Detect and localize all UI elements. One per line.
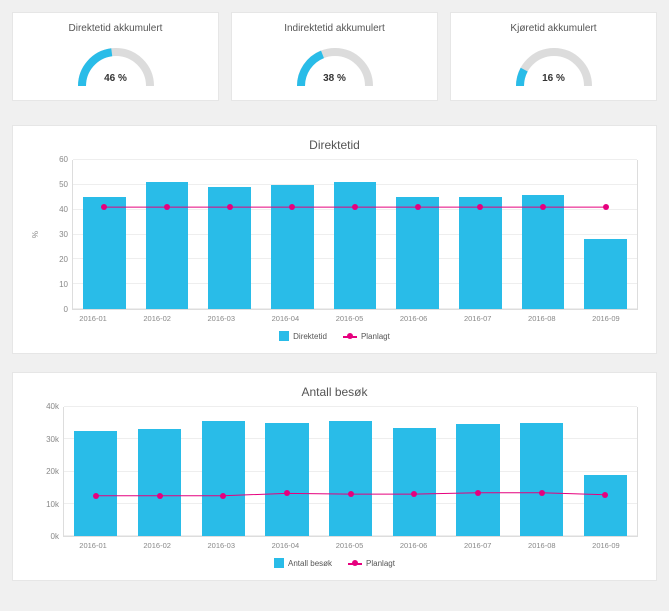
gauge-arc: 46 % [74,44,158,86]
bar [459,197,502,309]
bar-slot [64,407,128,536]
x-tick: 2016-09 [574,541,638,550]
gauge-value-label: 38 % [293,73,377,84]
legend: Direktetid Planlagt [31,331,638,343]
y-axis: 40k30k20k10k0k [33,407,59,537]
chart-title: Antall besøk [31,385,638,399]
x-tick: 2016-04 [253,314,317,323]
x-tick: 2016-01 [61,314,125,323]
bar [334,182,377,309]
gauge-value-label: 16 % [512,73,596,84]
y-axis-label: % [31,231,40,238]
bar [208,187,251,309]
gauge-card-2: Kjøretid akkumulert 16 % [450,12,657,101]
gauge-card-0: Direktetid akkumulert 46 % [12,12,219,101]
bar-slot [261,160,324,309]
legend-item: Planlagt [343,331,390,341]
legend-item: Direktetid [279,331,327,341]
bar [271,185,314,309]
bar-slot [449,160,512,309]
bar [146,182,189,309]
x-axis: 2016-012016-022016-032016-042016-052016-… [61,541,638,550]
bar-slot [198,160,261,309]
bar [265,423,308,536]
bar [522,195,565,309]
chart-title: Direktetid [31,138,638,152]
gauge-arc: 38 % [293,44,377,86]
chart-antall-besok: Antall besøk 40k30k20k10k0k 2016-012016-… [12,372,657,581]
legend-label: Direktetid [293,332,327,341]
legend-swatch-bar-icon [274,558,284,568]
x-tick: 2016-03 [189,314,253,323]
bar [584,475,627,536]
bar [393,428,436,536]
bar-slot [324,160,387,309]
bar-slot [573,407,637,536]
legend-item: Antall besøk [274,558,332,568]
bar-slot [191,407,255,536]
gauge-card-1: Indirektetid akkumulert 38 % [231,12,438,101]
bar [584,239,627,309]
bar-slot [319,407,383,536]
bar [74,431,117,536]
x-tick: 2016-06 [382,541,446,550]
x-tick: 2016-05 [317,541,381,550]
chart-direktetid: Direktetid % 6050403020100 2016-012016-0… [12,125,657,354]
bar-slot [136,160,199,309]
x-tick: 2016-07 [446,541,510,550]
bar [202,421,245,536]
gauge-title: Kjøretid akkumulert [461,23,646,34]
bar [520,423,563,536]
bar [396,197,439,309]
gauge-title: Indirektetid akkumulert [242,23,427,34]
plot-canvas [63,407,638,537]
legend: Antall besøk Planlagt [31,558,638,570]
x-tick: 2016-02 [125,314,189,323]
bar [456,424,499,536]
legend-swatch-line-icon [343,331,357,341]
bar-slot [574,160,637,309]
bar-slot [73,160,136,309]
plot-canvas [72,160,638,310]
bar [329,421,372,536]
bar-slot [512,160,575,309]
bar-slot [255,407,319,536]
x-tick: 2016-08 [510,314,574,323]
gauge-arc: 16 % [512,44,596,86]
bar-slot [386,160,449,309]
plot-area: % 6050403020100 [31,160,638,310]
legend-label: Antall besøk [288,559,332,568]
bar-slot [128,407,192,536]
gauge-title: Direktetid akkumulert [23,23,208,34]
legend-swatch-line-icon [348,558,362,568]
legend-label: Planlagt [361,332,390,341]
legend-item: Planlagt [348,558,395,568]
gauge-value-label: 46 % [74,73,158,84]
bar-slot [510,407,574,536]
bar-slot [446,407,510,536]
x-tick: 2016-02 [125,541,189,550]
x-tick: 2016-05 [317,314,381,323]
x-axis: 2016-012016-022016-032016-042016-052016-… [61,314,638,323]
x-tick: 2016-01 [61,541,125,550]
legend-swatch-bar-icon [279,331,289,341]
x-tick: 2016-03 [189,541,253,550]
legend-label: Planlagt [366,559,395,568]
bar [83,197,126,309]
y-axis: 6050403020100 [42,160,68,310]
x-tick: 2016-06 [382,314,446,323]
bar-slot [382,407,446,536]
plot-area: 40k30k20k10k0k [31,407,638,537]
gauge-row: Direktetid akkumulert 46 % Indirektetid … [12,12,657,101]
x-tick: 2016-04 [253,541,317,550]
bar [138,429,181,536]
x-tick: 2016-09 [574,314,638,323]
x-tick: 2016-07 [446,314,510,323]
x-tick: 2016-08 [510,541,574,550]
